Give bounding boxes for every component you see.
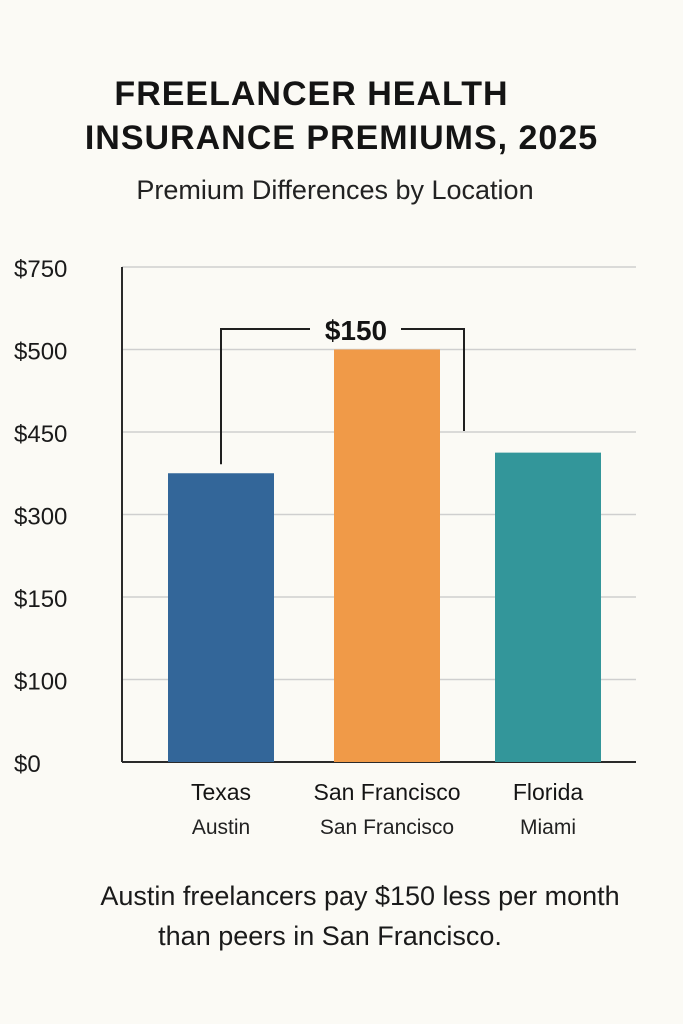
x-tick-sublabel: Austin: [192, 816, 250, 839]
footnote-line-2: than peers in San Francisco.: [158, 921, 502, 951]
x-tick-label: San Francisco: [313, 779, 460, 805]
annotation-bracket: [220, 328, 465, 465]
y-tick-label: $750: [14, 256, 67, 283]
x-tick-sublabel: San Francisco: [320, 816, 454, 839]
chart-footnote: Austin freelancers pay $150 less per mon…: [40, 876, 680, 956]
annotation-label: $150: [325, 315, 387, 346]
x-tick-label: Texas: [191, 779, 251, 805]
footnote-line-1: Austin freelancers pay $150 less per mon…: [100, 881, 620, 911]
x-tick-sublabel: Miami: [520, 816, 576, 839]
y-tick-label: $500: [14, 339, 67, 366]
y-tick-label: $450: [14, 421, 67, 448]
x-tick-label: Florida: [513, 779, 584, 805]
chart-title-line-1: FREELANCER HEALTH: [114, 75, 509, 113]
y-tick-label: $150: [14, 586, 67, 613]
y-tick-label: $300: [14, 504, 67, 531]
chart-subtitle: Premium Differences by Location: [136, 175, 534, 205]
bar: [334, 349, 440, 762]
chart-title-line-2: INSURANCE PREMIUMS, 2025: [84, 119, 599, 157]
y-tick-label: $0: [14, 751, 41, 778]
y-tick-label: $100: [14, 669, 67, 696]
bar: [168, 473, 274, 762]
bar: [495, 452, 601, 762]
